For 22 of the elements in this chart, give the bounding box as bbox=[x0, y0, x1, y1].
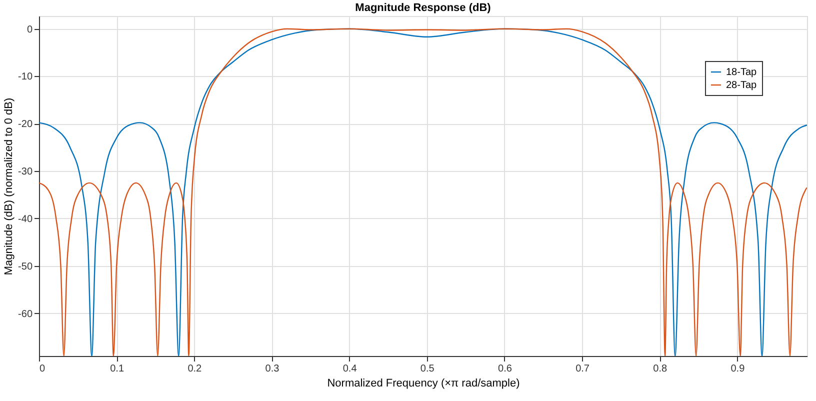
x-tick-label: 0.2 bbox=[188, 364, 202, 374]
x-axis-title: Normalized Frequency (×π rad/sample) bbox=[327, 378, 520, 390]
x-tick-label: 0 bbox=[40, 364, 46, 374]
y-tick-label: -40 bbox=[18, 214, 33, 225]
x-tick-label: 0.7 bbox=[576, 364, 590, 374]
chart-title: Magnitude Response (dB) bbox=[355, 2, 492, 14]
y-tick-label: -30 bbox=[18, 166, 33, 178]
y-tick-label: -10 bbox=[18, 72, 33, 83]
y-axis-title: Magnitude (dB) (normalized to 0 dB) bbox=[3, 98, 16, 276]
x-tick-label: 0.5 bbox=[420, 364, 435, 374]
y-tick-label: 0 bbox=[26, 24, 33, 36]
x-tick-label: 0.8 bbox=[653, 364, 668, 374]
y-tick-label: -50 bbox=[18, 261, 33, 272]
x-tick-label: 0.6 bbox=[498, 364, 512, 374]
y-tick-label: -60 bbox=[18, 308, 33, 320]
legend-label: 28-Tap bbox=[726, 80, 758, 91]
x-tick-label: 0.4 bbox=[342, 364, 358, 374]
legend-label: 18-Tap bbox=[726, 67, 758, 78]
y-tick-label: -20 bbox=[18, 119, 33, 130]
x-tick-label: 0.9 bbox=[730, 364, 746, 374]
x-tick-label: 0.1 bbox=[110, 364, 124, 374]
x-tick-label: 0.3 bbox=[265, 364, 280, 374]
